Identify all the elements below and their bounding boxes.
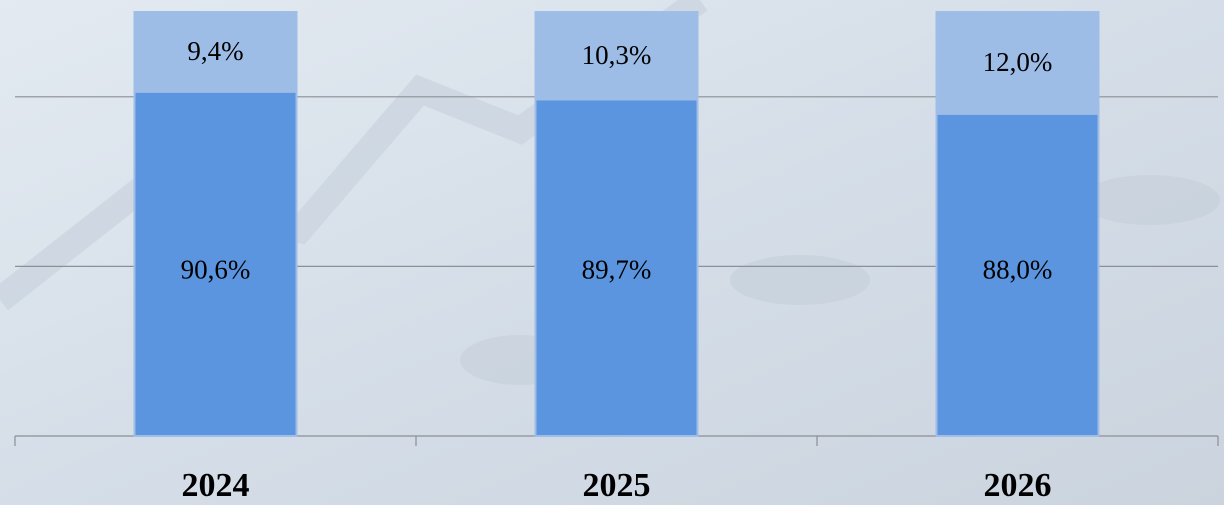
page: 90,6% 9,4% 2024 89,7% 10,3% 2025 88,0% 12,0% 202… bbox=[0, 0, 1224, 505]
decor-coin bbox=[730, 255, 870, 305]
value-label: 10,3% bbox=[582, 40, 652, 70]
value-label: 12,0% bbox=[983, 47, 1053, 77]
value-label: 9,4% bbox=[187, 36, 243, 66]
chart: 90,6% 9,4% 2024 89,7% 10,3% 2025 88,0% 12,0% 202… bbox=[0, 0, 1224, 505]
value-label: 90,6% bbox=[181, 255, 251, 285]
decor-coin bbox=[1080, 175, 1220, 225]
x-tick-label: 2026 bbox=[984, 467, 1052, 504]
value-label: 88,0% bbox=[983, 255, 1053, 285]
x-tick-label: 2024 bbox=[182, 467, 250, 504]
x-tick-label: 2025 bbox=[583, 467, 651, 504]
value-label: 89,7% bbox=[582, 255, 652, 285]
